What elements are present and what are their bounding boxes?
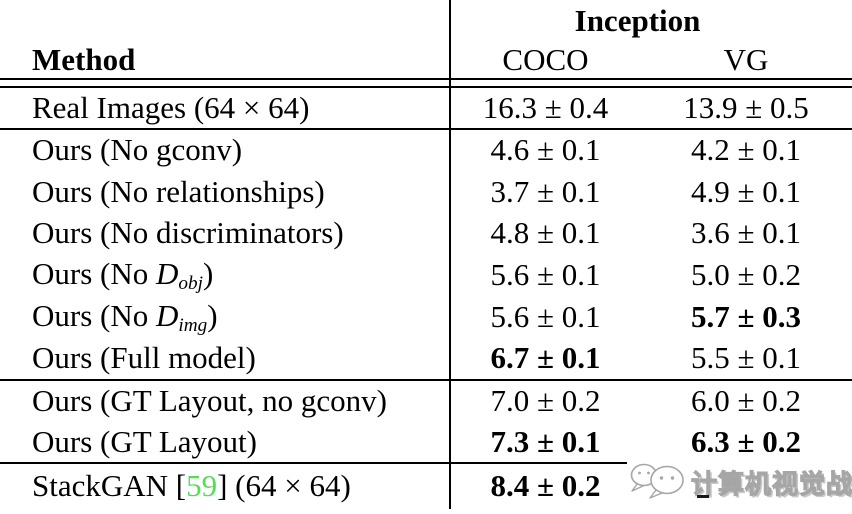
- coco-score-cell: 8.4 ± 0.2: [490, 468, 601, 504]
- rule-spacer-cell: [0, 79, 451, 88]
- table-row-ours-no-d-img: Ours (No Dimg) 5.6 ± 0.1 5.7 ± 0.3: [0, 296, 852, 338]
- table-row-ours-gt-layout-no-gconv: Ours (GT Layout, no gconv) 7.0 ± 0.2 6.0 ±…: [0, 379, 852, 422]
- rule-spacer-cell: [640, 79, 852, 88]
- citation-ref: 59: [186, 468, 218, 504]
- vg-score-cell: 3.6 ± 0.1: [690, 215, 801, 251]
- table-row-ours-no-d-obj: Ours (No Dobj) 5.6 ± 0.1 5.0 ± 0.2: [0, 254, 852, 297]
- coco-score-cell: 16.3 ± 0.4: [450, 87, 640, 130]
- group-header-row: Inception: [0, 0, 852, 42]
- inception-group-header: Inception: [574, 3, 701, 38]
- method-text: ): [202, 255, 214, 291]
- table-row-real-images: Real Images (64 × 64) 16.3 ± 0.4 13.9 ± 0.…: [0, 87, 852, 130]
- method-text: Ours (No gconv): [32, 132, 243, 168]
- method-text: Ours (No discriminators): [32, 215, 344, 251]
- table-row-ours-no-discriminators: Ours (No discriminators) 4.8 ± 0.1 3.6 ± 0…: [0, 212, 852, 255]
- method-text: Real Images (64 × 64): [32, 90, 310, 125]
- method-text: Ours (No: [32, 297, 156, 333]
- method-cell: Ours (No Dimg): [0, 296, 451, 338]
- double-rule-spacer: [0, 79, 852, 88]
- method-cell: Ours (Full model): [0, 337, 451, 381]
- vg-score-cell: 13.9 ± 0.5: [640, 87, 852, 130]
- method-cell: Real Images (64 × 64): [0, 87, 451, 130]
- watermark-text: 计算机视觉战队: [690, 469, 852, 500]
- coco-score-cell: 3.7 ± 0.1: [490, 173, 601, 209]
- method-cell: Ours (No relationships): [0, 170, 451, 213]
- method-cell: Ours (GT Layout): [0, 421, 451, 465]
- coco-score-cell: 4.6 ± 0.1: [490, 132, 601, 168]
- coco-score-cell: 5.6 ± 0.1: [490, 299, 601, 335]
- table-body: Real Images (64 × 64) 16.3 ± 0.4 13.9 ± 0.…: [0, 87, 852, 509]
- method-cell: Ours (No Dobj): [0, 254, 451, 297]
- coco-score-cell: 6.7 ± 0.1: [450, 337, 640, 381]
- vg-score-cell: 6.0 ± 0.2: [690, 383, 801, 419]
- vg-score-cell: 5.5 ± 0.1: [640, 337, 852, 381]
- method-text: ] (64 × 64): [217, 468, 351, 504]
- rule-spacer-cell: [450, 79, 640, 88]
- wechat-chat-bubbles-icon: [630, 463, 684, 499]
- coco-score-cell: 4.8 ± 0.1: [490, 215, 601, 251]
- method-cell: Ours (GT Layout, no gconv): [0, 379, 451, 422]
- method-cell: StackGAN [59] (64 × 64): [0, 463, 451, 509]
- method-text: Ours (No: [32, 255, 156, 291]
- coco-score-cell: 7.0 ± 0.2: [490, 383, 601, 419]
- vg-score-cell: 5.7 ± 0.3: [690, 299, 801, 335]
- method-cell: Ours (No gconv): [0, 129, 451, 171]
- table-row-stackgan: StackGAN [59] (64 × 64) 8.4 ± 0.2: [0, 463, 852, 509]
- method-text: D: [156, 297, 179, 333]
- method-text: Ours (GT Layout, no gconv): [32, 383, 388, 419]
- coco-score-cell: 7.3 ± 0.1: [450, 421, 640, 465]
- method-text: StackGAN [: [32, 468, 187, 504]
- column-header-row: Method COCO VG: [0, 42, 852, 80]
- watermark-underline-mark: [697, 495, 709, 498]
- watermark: 计算机视觉战队: [627, 452, 852, 512]
- table-row-ours-gt-layout: Ours (GT Layout) 7.3 ± 0.1 6.3 ± 0.2: [0, 421, 852, 465]
- coco-score-cell: 5.6 ± 0.1: [490, 257, 601, 293]
- table-row-ours-full-model: Ours (Full model) 6.7 ± 0.1 5.5 ± 0.1: [0, 337, 852, 381]
- method-text: obj: [178, 272, 203, 294]
- method-text: Ours (GT Layout): [32, 423, 257, 459]
- vg-score-cell: 5.0 ± 0.2: [690, 257, 801, 293]
- vg-score-cell: 4.2 ± 0.1: [690, 132, 801, 168]
- method-text: Ours (Full model): [32, 340, 256, 376]
- table-row-ours-no-gconv: Ours (No gconv) 4.6 ± 0.1 4.2 ± 0.1: [0, 129, 852, 171]
- vg-column-header: VG: [640, 42, 852, 80]
- coco-column-header: COCO: [450, 42, 640, 80]
- method-text: ): [207, 297, 218, 333]
- table-row-ours-no-relationships: Ours (No relationships) 3.7 ± 0.1 4.9 ± 0.…: [0, 170, 852, 213]
- method-text: Ours (No relationships): [32, 173, 325, 209]
- header-empty-cell: [0, 0, 451, 42]
- vg-score-cell: 4.9 ± 0.1: [690, 173, 801, 209]
- method-column-header: Method: [0, 42, 451, 80]
- method-text: D: [156, 255, 179, 291]
- method-text: img: [178, 314, 208, 336]
- method-cell: Ours (No discriminators): [0, 212, 451, 255]
